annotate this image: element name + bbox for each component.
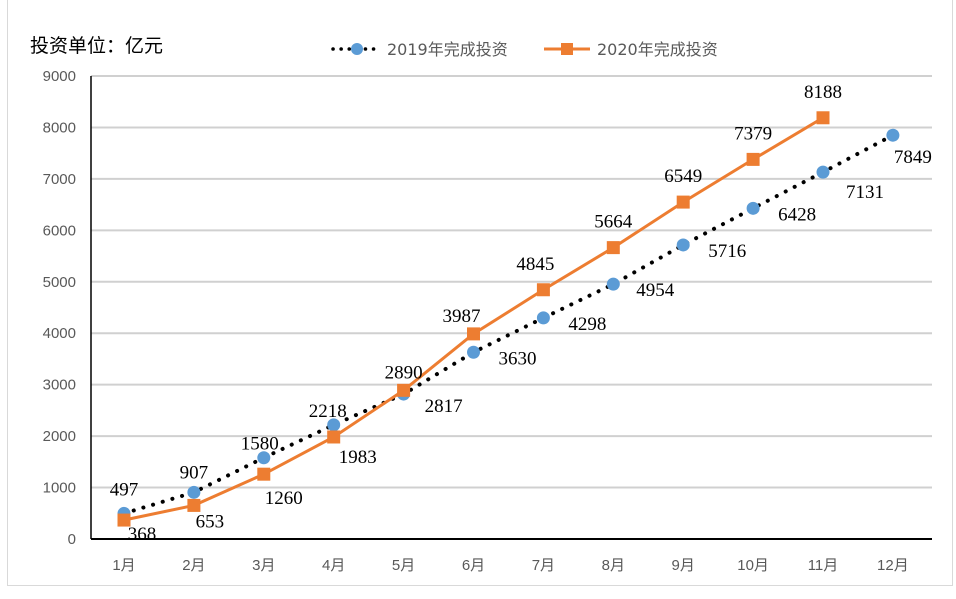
chart-title: 投资单位：亿元: [30, 35, 163, 57]
data-point-2019: [886, 128, 900, 142]
data-label: 653: [196, 511, 225, 532]
data-point-2020: [676, 195, 690, 209]
x-tick-label: 2月: [182, 557, 205, 574]
data-point-2019: [467, 345, 480, 359]
data-point-2019: [327, 418, 341, 432]
legend-marker-2020: [561, 43, 573, 55]
data-label: 5664: [594, 212, 633, 233]
x-tick-label: 10月: [737, 557, 769, 574]
data-point-2020: [467, 327, 480, 341]
data-point-2020: [606, 241, 620, 255]
series-line-0: [122, 133, 895, 516]
data-label: 2890: [385, 362, 423, 383]
y-tick-label: 8000: [43, 119, 76, 136]
y-tick-label: 0: [68, 531, 76, 548]
data-point-2019: [816, 165, 830, 179]
y-tick-label: 3000: [43, 377, 76, 394]
data-point-2019: [536, 311, 550, 325]
y-tick-label: 6000: [43, 222, 76, 239]
data-point-2019: [606, 277, 620, 291]
data-point-2019: [187, 485, 201, 499]
y-tick-label: 5000: [43, 274, 76, 291]
data-label: 1260: [265, 488, 303, 509]
x-tick-label: 8月: [602, 557, 625, 574]
x-tick-label: 6月: [462, 557, 485, 574]
legend-marker-2019: [351, 43, 363, 55]
data-point-2019: [676, 238, 690, 252]
data-label: 4298: [568, 314, 606, 335]
x-tick-label: 5月: [392, 557, 415, 574]
data-point-2020: [187, 498, 201, 512]
data-point-2020: [327, 430, 341, 444]
data-label: 7379: [734, 123, 772, 144]
data-label: 7849: [894, 147, 932, 168]
data-label: 6428: [778, 204, 816, 225]
data-point-2020: [257, 467, 271, 481]
data-label: 368: [128, 524, 157, 545]
data-label: 7131: [846, 182, 884, 203]
data-point-2019: [746, 201, 760, 215]
data-point-2020: [397, 383, 411, 397]
x-tick-label: 4月: [322, 557, 345, 574]
y-tick-label: 2000: [43, 428, 76, 445]
data-point-2020: [816, 111, 830, 125]
legend-item-2020: 2020年完成投资: [544, 40, 718, 59]
legend-item-2019: 2019年完成投资: [331, 40, 508, 59]
data-label: 5716: [708, 241, 746, 262]
x-tick-label: 9月: [672, 557, 695, 574]
data-point-2020: [117, 513, 131, 527]
data-label: 8188: [804, 82, 842, 103]
data-label: 1983: [339, 447, 377, 468]
x-tick-label: 11月: [808, 557, 839, 574]
data-label: 4845: [516, 254, 554, 275]
data-point-2020: [746, 152, 760, 166]
x-tick-label: 12月: [877, 557, 909, 574]
chart-border: [7, 0, 953, 586]
data-point-2019: [257, 451, 271, 465]
data-label: 2218: [309, 401, 347, 422]
legend-label-2020: 2020年完成投资: [597, 40, 718, 59]
x-tick-label: 1月: [112, 557, 135, 574]
data-label: 4954: [636, 280, 675, 301]
data-label: 1580: [241, 434, 279, 455]
y-tick-label: 4000: [43, 325, 76, 342]
x-tick-label: 3月: [252, 557, 275, 574]
legend-label-2019: 2019年完成投资: [387, 40, 508, 59]
data-label: 3630: [499, 348, 537, 369]
data-label: 907: [180, 462, 209, 483]
x-tick-label: 7月: [532, 557, 555, 574]
y-tick-label: 7000: [43, 171, 76, 188]
data-label: 497: [110, 479, 139, 500]
data-label: 6549: [664, 166, 702, 187]
data-label: 2817: [425, 396, 463, 417]
data-point-2020: [536, 283, 550, 297]
legend: 2019年完成投资 2020年完成投资: [331, 40, 718, 59]
data-label: 3987: [443, 306, 481, 327]
y-tick-label: 9000: [43, 68, 76, 85]
y-tick-label: 1000: [43, 480, 76, 497]
